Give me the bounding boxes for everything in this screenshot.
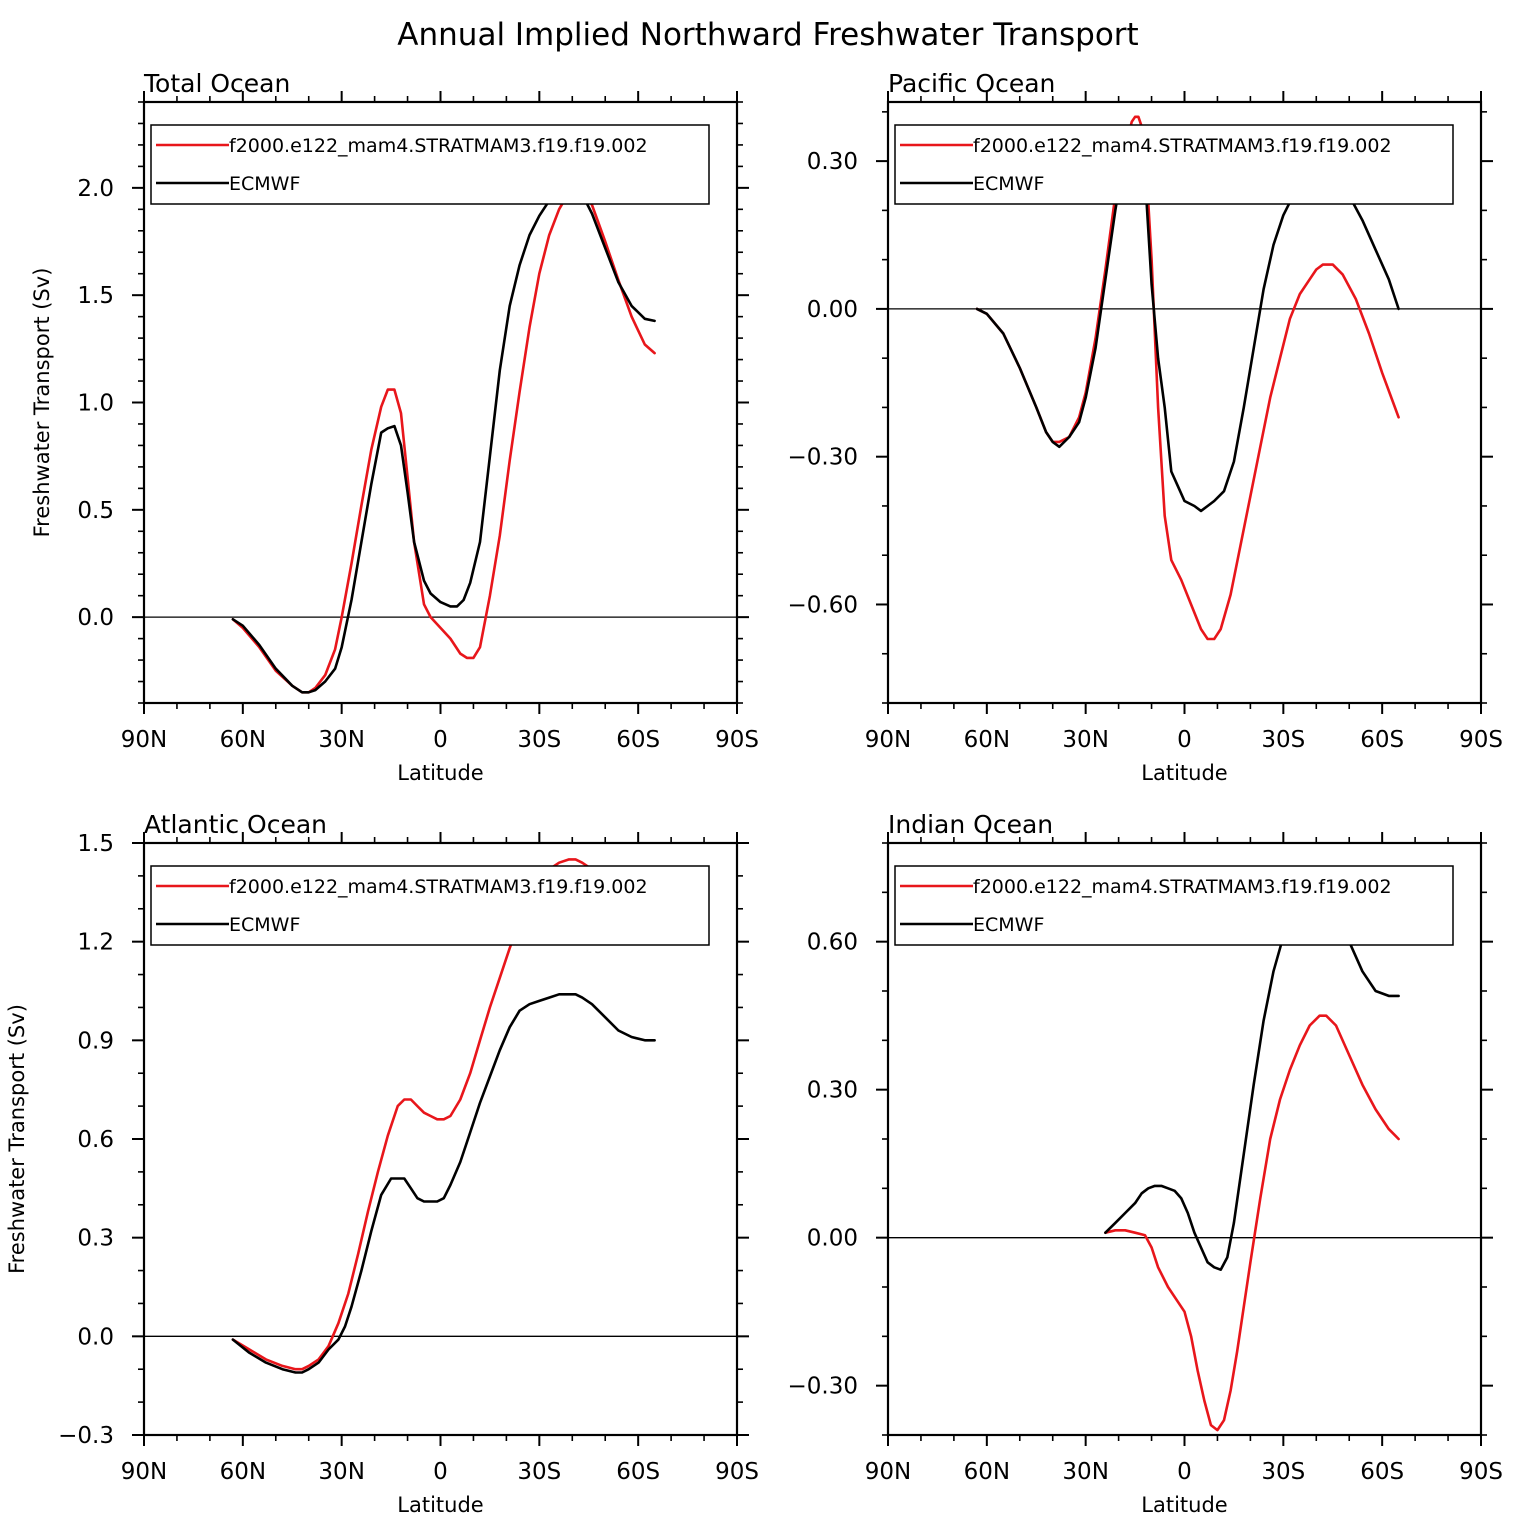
atlantic-ocean-legend-label: ECMWF xyxy=(229,914,300,936)
total-ocean-title: Total Ocean xyxy=(143,69,290,98)
pacific-ocean-x-tick-label: 90N xyxy=(865,727,911,753)
atlantic-ocean-y-tick-label: 0.3 xyxy=(77,1226,114,1252)
total-ocean-panel: Total Ocean 90N 60N 30N 0 30S 60S 90S 0.0 0.5 1.0 1… xyxy=(30,69,759,785)
atlantic-ocean-y-tick-label: −0.3 xyxy=(58,1423,114,1449)
indian-ocean-series-model-line xyxy=(1104,1014,1400,1432)
total-ocean-x-tick-label: 30S xyxy=(517,727,561,753)
indian-ocean-x-tick-label: 0 xyxy=(1177,1459,1192,1485)
total-ocean-y-tick-label: 1.0 xyxy=(77,391,114,417)
indian-ocean-x-axis-label: Latitude xyxy=(1141,1493,1227,1517)
indian-ocean-x-tick-label: 60S xyxy=(1360,1459,1404,1485)
atlantic-ocean-series-model-line xyxy=(231,858,656,1371)
atlantic-ocean-x-tick-label: 0 xyxy=(433,1459,448,1485)
atlantic-ocean-y-tick-label: 0.9 xyxy=(77,1028,114,1054)
pacific-ocean-y-tick-label: −0.60 xyxy=(788,592,858,618)
total-ocean-legend-label: f2000.e122_mam4.STRATMAM3.f19.f19.002 xyxy=(229,135,648,157)
indian-ocean-title: Indian Ocean xyxy=(888,810,1053,839)
total-ocean-legend-label: ECMWF xyxy=(229,173,300,195)
total-ocean-x-tick-label: 60S xyxy=(616,727,660,753)
indian-ocean-y-tick-label: 0.60 xyxy=(807,930,858,956)
atlantic-ocean-x-tick-label: 90N xyxy=(121,1459,167,1485)
total-ocean-x-tick-label: 90N xyxy=(121,727,167,753)
total-ocean-y-axis-label: Freshwater Transport (Sv) xyxy=(30,268,54,538)
total-ocean-x-tick-label: 30N xyxy=(318,727,364,753)
atlantic-ocean-title: Atlantic Ocean xyxy=(144,810,327,839)
panels: Total Ocean 90N 60N 30N 0 30S 60S 90S 0.0 0.5 1.0 1… xyxy=(5,69,1503,1517)
total-ocean-y-tick-label: 0.5 xyxy=(77,498,114,524)
total-ocean-x-tick-label: 90S xyxy=(715,727,759,753)
pacific-ocean-legend-label: ECMWF xyxy=(973,173,1044,195)
pacific-ocean-y-tick-label: 0.00 xyxy=(807,297,858,323)
atlantic-ocean-y-tick-label: 1.2 xyxy=(77,930,114,956)
pacific-ocean-x-tick-label: 60S xyxy=(1360,727,1404,753)
indian-ocean-x-tick-label: 30N xyxy=(1062,1459,1108,1485)
total-ocean-y-tick-label: 0.0 xyxy=(77,605,114,631)
total-ocean-series-ecmwf-line xyxy=(231,184,656,694)
atlantic-ocean-panel: Atlantic Ocean 90N 60N 30N 0 30S 60S 90S −0.3 0.0… xyxy=(5,810,759,1517)
atlantic-ocean-legend: f2000.e122_mam4.STRATMAM3.f19.f19.002 ECM… xyxy=(150,865,710,946)
atlantic-ocean-y-axis-label: Freshwater Transport (Sv) xyxy=(5,1004,29,1274)
indian-ocean-y-tick-label: 0.30 xyxy=(807,1078,858,1104)
total-ocean-y-tick-label: 1.5 xyxy=(77,283,114,309)
total-ocean-x-tick-label: 0 xyxy=(433,727,448,753)
indian-ocean-x-tick-label: 30S xyxy=(1261,1459,1305,1485)
pacific-ocean-x-tick-label: 30S xyxy=(1261,727,1305,753)
atlantic-ocean-x-tick-label: 90S xyxy=(715,1459,759,1485)
indian-ocean-x-tick-label: 90N xyxy=(865,1459,911,1485)
pacific-ocean-x-tick-label: 60N xyxy=(964,727,1010,753)
atlantic-ocean-x-tick-label: 60S xyxy=(616,1459,660,1485)
figure-title: Annual Implied Northward Freshwater Tran… xyxy=(397,17,1138,53)
pacific-ocean-title: Pacific Ocean xyxy=(888,69,1055,98)
indian-ocean-legend: f2000.e122_mam4.STRATMAM3.f19.f19.002 ECM… xyxy=(894,865,1454,946)
atlantic-ocean-series-ecmwf-line xyxy=(231,993,656,1374)
pacific-ocean-legend: f2000.e122_mam4.STRATMAM3.f19.f19.002 ECM… xyxy=(894,124,1454,205)
total-ocean-y-tick-label: 2.0 xyxy=(77,176,114,202)
indian-ocean-y-tick-label: −0.30 xyxy=(788,1374,858,1400)
pacific-ocean-y-tick-label: −0.30 xyxy=(788,445,858,471)
total-ocean-legend-box xyxy=(150,124,710,205)
indian-ocean-y-tick-label: 0.00 xyxy=(807,1226,858,1252)
pacific-ocean-x-axis-label: Latitude xyxy=(1141,761,1227,785)
pacific-ocean-x-tick-label: 90S xyxy=(1459,727,1503,753)
atlantic-ocean-x-axis-label: Latitude xyxy=(397,1493,483,1517)
atlantic-ocean-y-tick-label: 0.6 xyxy=(77,1127,114,1153)
indian-ocean-x-tick-label: 90S xyxy=(1459,1459,1503,1485)
pacific-ocean-legend-label: f2000.e122_mam4.STRATMAM3.f19.f19.002 xyxy=(973,135,1392,157)
indian-ocean-legend-label: ECMWF xyxy=(973,914,1044,936)
atlantic-ocean-x-tick-label: 30S xyxy=(517,1459,561,1485)
indian-ocean-legend-box xyxy=(894,865,1454,946)
pacific-ocean-legend-box xyxy=(894,124,1454,205)
pacific-ocean-y-tick-label: 0.30 xyxy=(807,149,858,175)
atlantic-ocean-legend-box xyxy=(150,865,710,946)
atlantic-ocean-x-tick-label: 30N xyxy=(318,1459,364,1485)
indian-ocean-x-tick-label: 60N xyxy=(964,1459,1010,1485)
pacific-ocean-x-tick-label: 0 xyxy=(1177,727,1192,753)
total-ocean-x-axis-label: Latitude xyxy=(397,761,483,785)
atlantic-ocean-y-tick-label: 0.0 xyxy=(77,1324,114,1350)
pacific-ocean-panel: Pacific Ocean 90N 60N 30N 0 30S 60S 90S −0.60 −0.… xyxy=(788,69,1503,785)
atlantic-ocean-x-tick-label: 60N xyxy=(220,1459,266,1485)
atlantic-ocean-legend-label: f2000.e122_mam4.STRATMAM3.f19.f19.002 xyxy=(229,876,648,898)
pacific-ocean-x-tick-label: 30N xyxy=(1062,727,1108,753)
total-ocean-x-tick-label: 60N xyxy=(220,727,266,753)
total-ocean-legend: f2000.e122_mam4.STRATMAM3.f19.f19.002 ECM… xyxy=(150,124,710,205)
indian-ocean-panel: Indian Ocean 90N 60N 30N 0 30S 60S 90S −0.30 0.00… xyxy=(788,810,1503,1517)
atlantic-ocean-y-tick-label: 1.5 xyxy=(77,831,114,857)
indian-ocean-legend-label: f2000.e122_mam4.STRATMAM3.f19.f19.002 xyxy=(973,876,1392,898)
